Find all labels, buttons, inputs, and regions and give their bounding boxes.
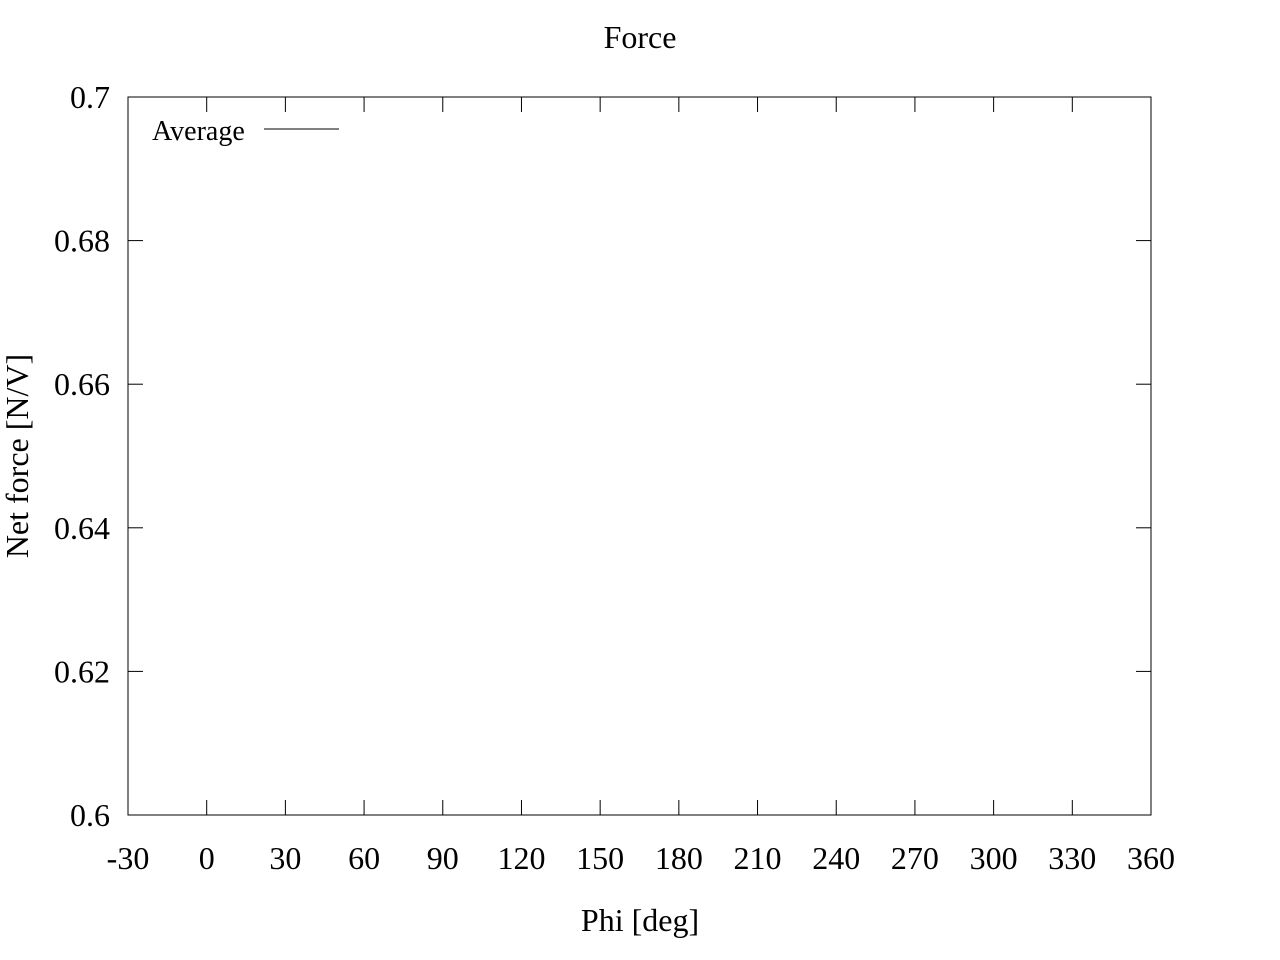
- x-axis-label: Phi [deg]: [581, 902, 699, 938]
- y-tick-label: 0.62: [54, 653, 110, 689]
- y-tick-label: 0.7: [70, 79, 110, 115]
- x-tick-label: 30: [269, 840, 301, 876]
- x-tick-label: 210: [734, 840, 782, 876]
- y-tick-label: 0.6: [70, 797, 110, 833]
- x-axis-ticks: -30 0 30 60 90 120 150 180 210 240 270 300 330 360: [107, 97, 1175, 876]
- x-tick-label: 90: [427, 840, 459, 876]
- x-tick-label: 300: [970, 840, 1018, 876]
- y-axis-label: Net force [N/V]: [0, 354, 35, 558]
- x-tick-label: -30: [107, 840, 150, 876]
- x-tick-label: 150: [576, 840, 624, 876]
- legend: Average: [152, 116, 339, 147]
- y-tick-label: 0.68: [54, 223, 110, 259]
- y-tick-label: 0.66: [54, 366, 110, 402]
- x-tick-label: 180: [655, 840, 703, 876]
- x-tick-label: 0: [199, 840, 215, 876]
- legend-label-average: Average: [152, 116, 245, 147]
- y-tick-label: 0.64: [54, 510, 110, 546]
- plot-area-frame: [127, 96, 1152, 816]
- x-tick-label: 360: [1127, 840, 1175, 876]
- x-tick-label: 60: [348, 840, 380, 876]
- y-axis-ticks: 0.6 0.62 0.64 0.66 0.68 0.7: [54, 79, 1151, 833]
- chart-title: Force: [604, 19, 677, 55]
- x-tick-label: 240: [812, 840, 860, 876]
- x-tick-label: 120: [497, 840, 545, 876]
- x-tick-label: 330: [1048, 840, 1096, 876]
- x-tick-label: 270: [891, 840, 939, 876]
